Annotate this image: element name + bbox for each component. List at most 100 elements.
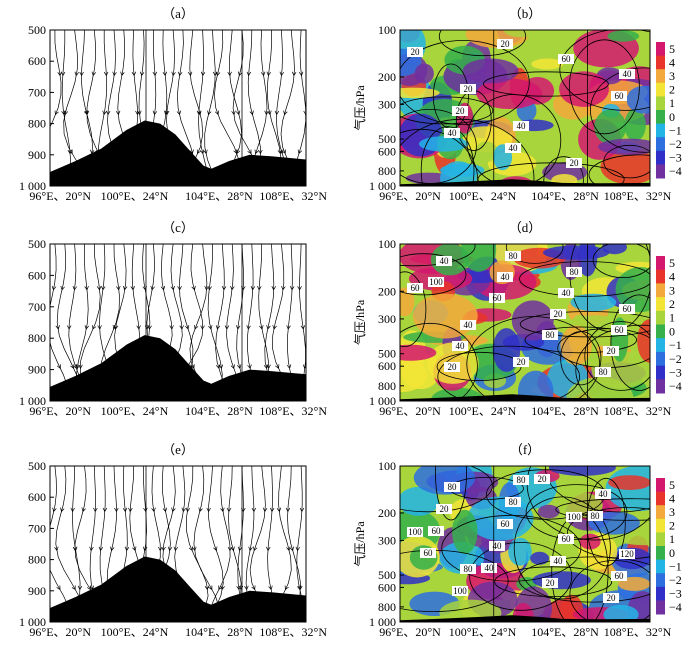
panel-title: （b）: [509, 6, 542, 21]
colorbar-swatch: [656, 518, 665, 533]
y-tick-label: 600: [378, 359, 396, 373]
contour-line: [555, 498, 650, 521]
y-tick-label: 200: [378, 506, 396, 520]
stream-arrow: [246, 325, 251, 330]
stream-arrow: [113, 325, 119, 330]
stream-arrow: [167, 546, 173, 552]
contour-label: 20: [607, 346, 617, 356]
stream-arrow: [187, 71, 193, 77]
stream-arrow: [96, 285, 102, 291]
x-tick-label: 104°E、28°N: [531, 189, 599, 203]
y-tick-label: 900: [28, 148, 46, 162]
stream-arrow: [101, 285, 106, 291]
panel-title: （d）: [509, 220, 542, 235]
contour-label-bg: [542, 330, 558, 340]
stream-arrow: [271, 286, 277, 291]
contour-line: [560, 331, 602, 386]
stream-arrow: [81, 507, 86, 513]
contour-label: 60: [562, 54, 572, 64]
contour-label: 80: [591, 511, 601, 521]
stream-arrow: [68, 149, 73, 155]
x-tick-label: 100°E、24°N: [101, 189, 169, 203]
contour-label-bg: [444, 362, 460, 372]
stream-arrow: [185, 325, 190, 330]
colorbar-label: −1: [669, 559, 682, 573]
contour-label: 40: [456, 341, 466, 351]
contour-line: [543, 156, 584, 186]
contour-label: 100: [567, 512, 581, 522]
contour-label-bg: [558, 534, 574, 544]
x-tick-label: 108°E、32°N: [604, 404, 672, 418]
stream-arrow: [221, 286, 227, 291]
streamline: [215, 244, 232, 401]
stream-arrow: [72, 546, 78, 552]
x-tick-label: 96°E、20°N: [29, 404, 91, 418]
colorbar-swatch: [656, 69, 665, 84]
stream-arrow: [162, 71, 168, 77]
contour-label-bg: [611, 325, 627, 335]
x-tick-label: 100°E、24°N: [101, 404, 169, 418]
y-tick-label: 700: [28, 300, 46, 314]
contour-line: [588, 154, 650, 186]
colorbar-label: −2: [669, 137, 682, 151]
contour-line: [586, 477, 626, 567]
contour-label: 20: [538, 474, 548, 484]
contour-line: [545, 466, 650, 513]
contour-line: [435, 466, 467, 521]
colorbar-swatch: [656, 600, 665, 615]
heat-cell: [412, 293, 478, 339]
contour-label: 60: [623, 304, 633, 314]
contour-label-bg: [444, 128, 460, 138]
stream-arrow: [279, 71, 284, 77]
streamline: [186, 466, 209, 622]
contour-label-bg: [550, 556, 566, 566]
x-tick-label: 100°E、24°N: [449, 189, 517, 203]
x-tick-label: 96°E、20°N: [379, 404, 441, 418]
contour-label-bg: [497, 519, 513, 529]
stream-arrow: [132, 546, 137, 552]
heat-cell: [400, 357, 427, 392]
stream-arrow: [254, 149, 259, 155]
streamline: [50, 244, 70, 401]
colorbar-swatch: [656, 283, 665, 298]
stream-arrow: [103, 71, 109, 77]
contour-label: 40: [501, 272, 511, 282]
y-tick-label: 700: [28, 85, 46, 99]
colorbar-label: −2: [669, 573, 682, 587]
heat-cell: [462, 58, 519, 84]
heat-cell: [405, 172, 452, 184]
stream-arrow: [170, 285, 175, 291]
y-tick-label: 1 000: [369, 179, 396, 193]
colorbar-swatch: [656, 310, 665, 325]
stream-arrow: [236, 364, 242, 369]
heat-cell: [503, 30, 542, 38]
stream-arrow: [52, 507, 57, 513]
stream-arrow: [236, 149, 241, 155]
contour-label: 40: [554, 556, 564, 566]
contour-label: 40: [509, 143, 519, 153]
contour-line: [420, 126, 475, 186]
stream-arrow: [281, 285, 286, 291]
y-tick-label: 800: [28, 553, 46, 567]
stream-arrow: [57, 71, 62, 77]
colorbar-swatch: [656, 269, 665, 284]
contour-label: 20: [570, 158, 580, 168]
contour-line: [400, 271, 427, 347]
stream-arrow: [160, 285, 166, 291]
contour-label: 60: [615, 325, 625, 335]
stream-arrow: [114, 507, 119, 513]
stream-arrow: [208, 325, 213, 330]
contour-label: 40: [493, 541, 503, 551]
stream-arrow: [285, 507, 291, 513]
heat-cell: [618, 535, 650, 546]
contour-label: 40: [440, 256, 450, 266]
stream-arrow: [248, 546, 253, 552]
stream-arrow: [91, 71, 96, 77]
plot-frame: [49, 465, 307, 623]
stream-arrow: [200, 325, 205, 330]
colorbar-label: 1: [669, 311, 675, 325]
contour-label: 80: [546, 330, 556, 340]
terrain: [400, 615, 650, 622]
colorbar-swatch: [656, 297, 665, 312]
